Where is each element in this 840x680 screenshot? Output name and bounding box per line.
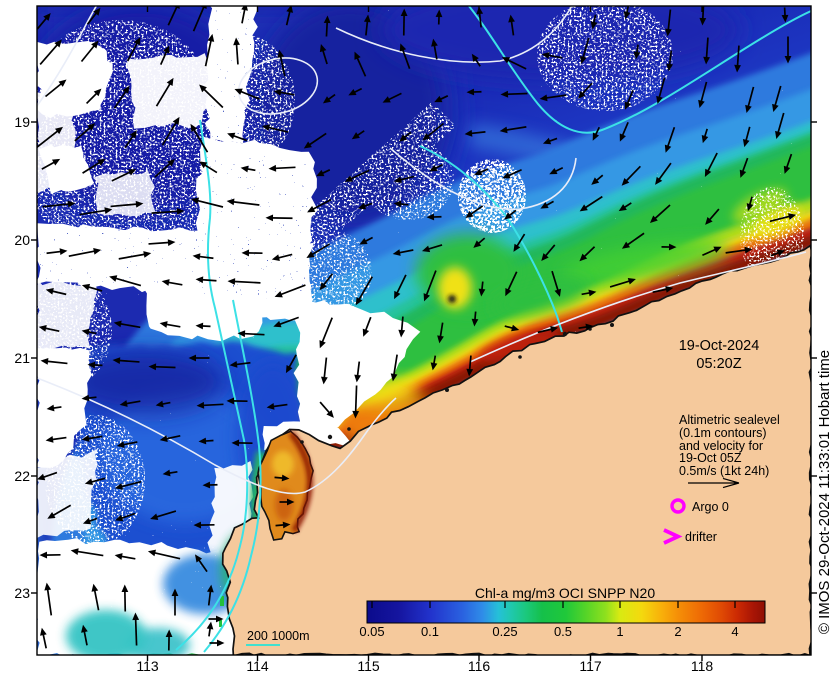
svg-text:0.5m/s (1kt 24h): 0.5m/s (1kt 24h) — [679, 464, 769, 478]
svg-text:118: 118 — [691, 658, 714, 674]
svg-text:113: 113 — [136, 658, 159, 674]
svg-text:23: 23 — [14, 585, 30, 601]
svg-text:19: 19 — [14, 114, 30, 130]
svg-text:19-Oct-2024: 19-Oct-2024 — [679, 338, 760, 354]
svg-text:© IMOS 29-Oct-2024 11:33:01 Ho: © IMOS 29-Oct-2024 11:33:01 Hobart time — [816, 350, 833, 634]
svg-text:114: 114 — [246, 658, 269, 674]
svg-text:2: 2 — [674, 624, 681, 639]
svg-text:Chl-a mg/m3 OCI SNPP N20: Chl-a mg/m3 OCI SNPP N20 — [475, 585, 655, 601]
svg-text:0.25: 0.25 — [492, 624, 517, 639]
svg-text:117: 117 — [579, 658, 602, 674]
svg-text:19-Oct 05Z: 19-Oct 05Z — [679, 451, 742, 465]
svg-text:Argo 0: Argo 0 — [692, 500, 729, 514]
svg-text:drifter: drifter — [685, 530, 717, 544]
svg-text:21: 21 — [14, 350, 30, 366]
svg-text:22: 22 — [14, 468, 30, 484]
svg-text:Altimetric sealevel: Altimetric sealevel — [679, 413, 780, 427]
svg-text:0.05: 0.05 — [359, 624, 384, 639]
svg-text:0.1: 0.1 — [421, 624, 439, 639]
svg-text:20: 20 — [14, 232, 30, 248]
svg-text:115: 115 — [357, 658, 380, 674]
svg-text:1: 1 — [616, 624, 623, 639]
svg-text:(0.1m contours): (0.1m contours) — [679, 426, 767, 440]
svg-text:05:20Z: 05:20Z — [696, 356, 741, 372]
svg-text:116: 116 — [468, 658, 491, 674]
svg-text:4: 4 — [731, 624, 738, 639]
svg-text:and velocity for: and velocity for — [679, 439, 763, 453]
svg-text:0.5: 0.5 — [554, 624, 572, 639]
svg-text:200 1000m: 200 1000m — [247, 629, 310, 643]
